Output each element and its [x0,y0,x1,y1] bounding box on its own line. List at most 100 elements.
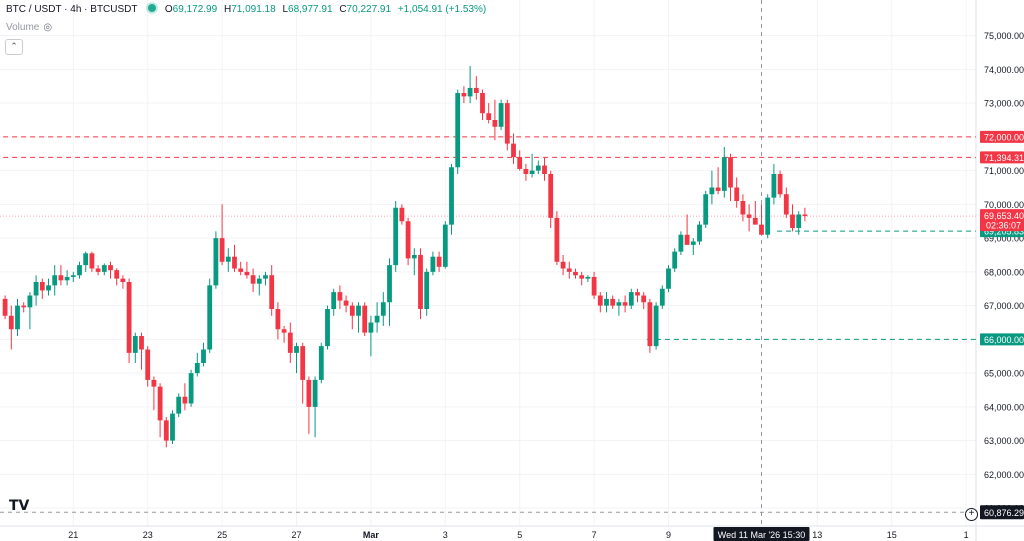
candle-body [697,224,702,242]
candle-body [473,87,479,93]
tradingview-logo[interactable]: TV [9,498,30,514]
candle-body [548,174,554,218]
candle-body [232,256,237,269]
candle-body [244,271,250,276]
candle-body [194,363,200,374]
candle-body [783,194,789,215]
candle-body [411,255,417,259]
candle-body [70,275,76,277]
close-label: C [339,4,347,15]
candle-body [95,268,101,272]
candle-body [715,187,721,191]
candle-body [356,305,361,316]
candle-body [163,420,169,441]
candle-body [300,346,306,380]
candle-body [15,305,20,330]
candle-body [256,278,262,284]
candle-body [542,165,547,174]
candle-body [678,234,684,252]
chevron-up-icon[interactable]: ⌃ [5,39,23,55]
candle-body [157,386,163,421]
price-tick-label: 74,000.00 [984,65,1024,75]
candle-body [176,396,182,414]
low-value: 68,977.91 [288,4,333,15]
candle-body [771,174,777,198]
high-label: H [223,4,232,15]
candle-body [442,224,448,267]
candle-body [201,349,206,363]
candle-body [591,276,597,296]
candle-body [579,275,585,279]
candle-body [77,265,82,276]
candle-body [46,285,51,291]
crosshair-time-label: Wed 11 Mar '26 15:30 [718,530,805,540]
candle-body [368,322,374,333]
time-tick-label: 13 [812,530,822,540]
price-level-label-bg [980,130,1024,143]
candle-body [238,268,244,272]
candle-body [659,288,665,306]
candle-body [387,265,392,303]
candle-body [703,194,709,225]
candle-body [275,309,281,330]
candle-body [405,221,411,259]
price-tick-label: 67,000.00 [984,301,1024,311]
eye-icon[interactable]: ◎ [43,22,53,33]
price-tick-label: 73,000.00 [984,99,1024,109]
candle-body [343,300,349,306]
candle-body [126,282,132,353]
candle-body [449,167,454,225]
candle-body [734,187,740,201]
price-level-label: 66,000.00 [984,335,1024,345]
candle-body [225,256,231,262]
candle-body [486,113,492,120]
price-tick-label: 70,000.00 [984,200,1024,210]
candle-body [294,346,299,353]
candle-body [796,214,802,228]
price-tick-label: 69,000.00 [984,234,1024,244]
candle-body [709,187,715,195]
price-level-label-bg [980,333,1024,346]
candle-body [399,207,405,222]
time-tick-label: 21 [68,530,78,540]
candle-body [27,295,33,308]
crosshair [0,0,976,526]
candle-body [188,373,194,404]
candle-body [269,275,275,309]
candle-body [759,224,764,235]
candle-body [647,302,653,347]
candle-body [325,309,330,347]
time-tick-label: 27 [291,530,301,540]
candle-body [362,305,368,333]
candle-body [89,253,95,269]
time-tick-label: 25 [217,530,227,540]
candle-body [145,349,151,380]
price-tick-label: 63,000.00 [984,436,1024,446]
candle-body [33,282,39,296]
candle-body [498,103,504,127]
symbol-title[interactable]: BTC / USDT · 4h · BTCUSDT [6,4,138,15]
candle-body [151,379,157,387]
candle-body [467,87,473,97]
open-value: 69,172.99 [172,4,218,15]
price-tick-label: 62,000.00 [984,470,1024,480]
low-label: L [282,4,289,15]
candle-body [635,292,640,296]
candle-body [721,157,727,191]
candle-body [52,275,58,286]
candle-body [517,157,523,169]
market-open-icon [148,4,157,12]
plus-circle-icon[interactable]: + [965,508,978,521]
close-value: 70,227.91 [346,4,392,15]
candle-body [312,379,318,407]
candle-body [492,120,498,127]
candle-body [585,276,591,279]
price-level-label: 72,000.00 [984,132,1024,142]
candle-body [740,201,746,215]
crosshair-time-badge [713,527,810,541]
volume-indicator[interactable]: Volume ◎ [6,22,52,33]
candle-body [349,305,355,316]
candle-body [746,214,752,218]
candle-body [690,241,696,245]
